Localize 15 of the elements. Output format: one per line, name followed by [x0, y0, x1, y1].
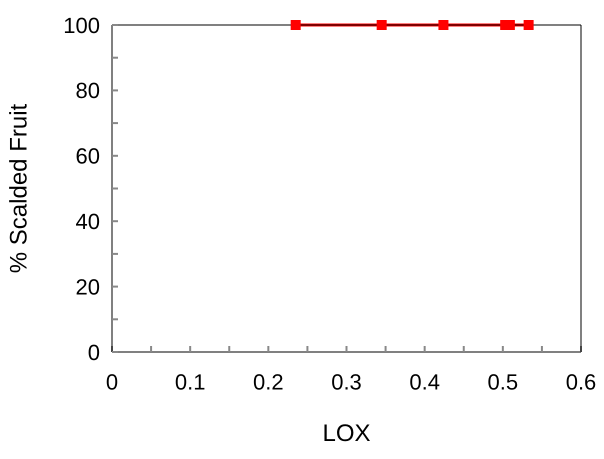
x-tick-label: 0.1: [174, 370, 206, 395]
x-tick-label: 0.4: [409, 370, 440, 395]
y-tick-label: 20: [76, 274, 100, 300]
x-axis-title: LOX: [322, 420, 371, 447]
y-axis-title: % Scalded Fruit: [6, 103, 33, 274]
y-tick-label: 60: [76, 144, 100, 169]
x-tick-label: 0.5: [488, 370, 518, 395]
y-tick-label: 80: [76, 78, 100, 104]
x-tick-label: 0: [106, 370, 118, 395]
x-tick-label: 0.6: [566, 370, 596, 395]
y-tick-label: 100: [63, 12, 100, 38]
y-tick-label: 0: [88, 340, 100, 365]
x-tick-label: 0.3: [331, 370, 362, 395]
x-tick-label: 0.2: [253, 370, 284, 395]
y-tick-label: 40: [76, 209, 100, 234]
